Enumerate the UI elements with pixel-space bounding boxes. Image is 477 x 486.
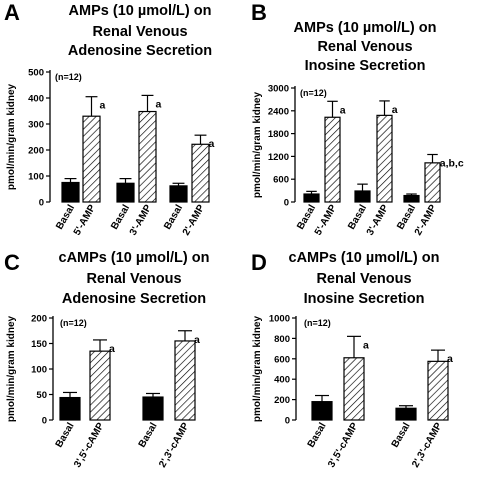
significance-label: a <box>208 138 214 150</box>
bar-treatment <box>138 110 157 203</box>
chart-title-line: cAMPs (10 µmol/L) on <box>289 250 440 266</box>
y-axis-label: pmol/min/gram kidney <box>6 315 17 422</box>
chart-title-line: AMPs (10 µmol/L) on <box>294 20 437 36</box>
significance-label: a <box>194 334 200 346</box>
bar-basal <box>303 193 320 203</box>
bar-basal <box>311 401 333 421</box>
y-tick-label: 1200 <box>268 152 289 163</box>
bar-basal <box>395 407 417 421</box>
y-axis-label: pmol/min/gram kidney <box>252 315 263 422</box>
x-category-label: 2',3'-cAMP <box>410 421 445 470</box>
x-category-label: Basal <box>109 203 132 232</box>
y-tick-label: 100 <box>28 172 44 183</box>
y-tick-label: 200 <box>274 395 290 406</box>
significance-label: a <box>392 104 398 116</box>
bar-basal <box>59 396 81 421</box>
bar-basal <box>403 194 420 203</box>
bar-treatment <box>343 357 365 421</box>
y-tick-label: 600 <box>274 354 290 365</box>
y-axis-label: pmol/min/gram kidney <box>6 83 17 190</box>
y-tick-label: 0 <box>42 416 47 427</box>
y-tick-label: 100 <box>31 365 47 376</box>
panel-letter: D <box>251 250 267 275</box>
bar-basal <box>61 181 80 203</box>
panel-letter: A <box>4 0 20 25</box>
x-category-label: 3'-AMP <box>365 203 391 238</box>
chart-title-line: Renal Venous <box>86 271 181 287</box>
y-tick-label: 200 <box>28 146 44 157</box>
chart-title-line: Adenosine Secretion <box>62 291 206 307</box>
y-tick-label: 1800 <box>268 129 289 140</box>
bar-treatment <box>427 360 449 421</box>
y-tick-label: 200 <box>31 314 47 325</box>
significance-label: a <box>447 353 453 365</box>
y-tick-label: 1000 <box>269 314 290 325</box>
y-tick-label: 0 <box>284 198 289 209</box>
panel-b: B AMPs (10 µmol/L) on Renal Venous Inosine … <box>251 0 464 238</box>
y-tick-label: 400 <box>274 375 290 386</box>
bar-treatment <box>376 114 393 203</box>
significance-label: a <box>363 339 369 351</box>
chart-title-line: Inosine Secretion <box>305 58 426 74</box>
bar-basal <box>354 190 371 203</box>
x-category-label: Basal <box>346 203 369 232</box>
bar-treatment <box>191 143 210 203</box>
y-tick-label: 800 <box>274 334 290 345</box>
significance-label: a <box>155 98 161 110</box>
y-tick-label: 400 <box>28 94 44 105</box>
y-axis-label: pmol/min/gram kidney <box>252 91 263 198</box>
y-tick-label: 0 <box>285 416 290 427</box>
x-category-label: 3',5'-cAMP <box>326 421 361 470</box>
chart-title-line: cAMPs (10 µmol/L) on <box>59 250 210 266</box>
bar-treatment <box>82 115 101 203</box>
y-tick-label: 3000 <box>268 84 289 95</box>
y-tick-label: 300 <box>28 120 44 131</box>
x-category-label: Basal <box>306 421 329 450</box>
x-category-label: 2'-AMP <box>181 203 207 238</box>
panel-a: A AMPs (10 µmol/L) on Renal Venous Adenosin… <box>4 0 214 238</box>
sample-size-label: (n=12) <box>304 318 331 328</box>
x-category-label: Basal <box>162 203 185 232</box>
chart-title-line: AMPs (10 µmol/L) on <box>69 3 212 19</box>
bar-treatment <box>324 116 341 203</box>
chart-title-line: Adenosine Secretion <box>68 43 212 59</box>
sample-size-label: (n=12) <box>55 72 82 82</box>
bar-treatment <box>89 350 111 421</box>
bar-basal <box>116 182 135 203</box>
y-tick-label: 50 <box>36 390 47 401</box>
y-tick-label: 500 <box>28 68 44 79</box>
sample-size-label: (n=12) <box>300 88 327 98</box>
sample-size-label: (n=12) <box>60 318 87 328</box>
x-category-label: 3',5'-cAMP <box>72 421 107 470</box>
chart-title-line: Renal Venous <box>317 39 412 55</box>
x-category-label: 3'-AMP <box>128 203 154 238</box>
y-tick-label: 2400 <box>268 106 289 117</box>
panel-letter: B <box>251 0 267 25</box>
bar-basal <box>142 396 164 421</box>
x-category-label: Basal <box>390 421 413 450</box>
significance-label: a <box>99 100 105 112</box>
significance-label: a <box>340 104 346 116</box>
significance-label: a <box>109 343 115 355</box>
significance-label: a,b,c <box>440 158 464 170</box>
x-category-label: Basal <box>54 421 77 450</box>
chart-title-line: Inosine Secretion <box>304 291 425 307</box>
chart-title-line: Renal Venous <box>316 271 411 287</box>
y-tick-label: 150 <box>31 339 47 350</box>
x-category-label: Basal <box>137 421 160 450</box>
bar-treatment <box>174 340 196 421</box>
y-tick-label: 0 <box>39 198 44 209</box>
x-category-label: 2',3'-cAMP <box>157 421 192 470</box>
panel-letter: C <box>4 250 20 275</box>
y-tick-label: 600 <box>273 175 289 186</box>
bar-treatment <box>424 162 441 203</box>
chart-title-line: Renal Venous <box>92 24 187 40</box>
bar-basal <box>169 185 188 203</box>
